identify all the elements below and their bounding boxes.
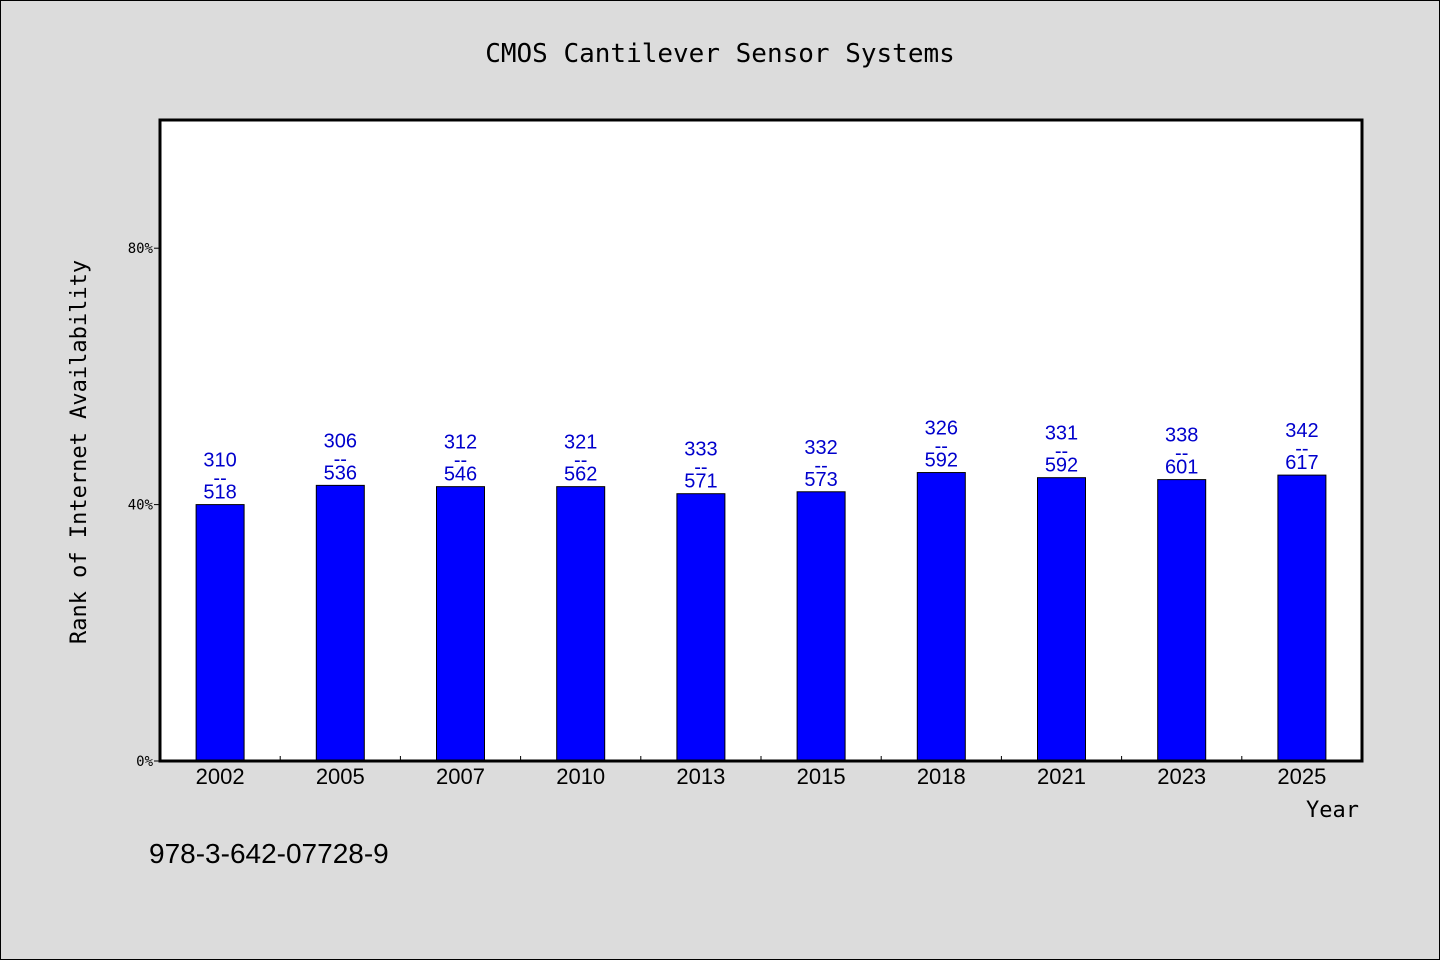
bar-label-top: 331 xyxy=(1045,423,1078,445)
bar-2005 xyxy=(315,484,365,762)
x-tick-label: 2013 xyxy=(676,764,725,789)
bar-label-top: 321 xyxy=(564,432,597,454)
bar-label-bottom: 573 xyxy=(804,469,837,491)
chart-title: CMOS Cantilever Sensor Systems xyxy=(485,39,955,69)
bar-label-top: 342 xyxy=(1285,420,1318,442)
x-tick-label: 2005 xyxy=(316,764,365,789)
bar-2021 xyxy=(1037,477,1086,762)
bar-label-separator: -- xyxy=(334,448,347,470)
y-tick-label: 80% xyxy=(128,241,154,257)
bar-label-bottom: 592 xyxy=(925,450,958,472)
bar-label-bottom: 592 xyxy=(1045,455,1078,477)
bar-2010 xyxy=(556,486,606,762)
y-tick-label: 40% xyxy=(128,498,154,514)
x-tick-label: 2021 xyxy=(1037,764,1086,789)
bar-label-separator: -- xyxy=(1295,438,1308,460)
bar-2023 xyxy=(1157,479,1207,762)
x-tick-label: 2007 xyxy=(436,764,485,789)
bar-2013 xyxy=(676,493,726,762)
isbn-text: 978-3-642-07728-9 xyxy=(149,838,389,869)
bar-2018 xyxy=(916,472,966,762)
bar-2025 xyxy=(1277,474,1327,762)
bar-label-top: 310 xyxy=(203,450,236,472)
bar-2007 xyxy=(436,486,485,762)
bar-label-bottom: 617 xyxy=(1285,452,1318,474)
bar-label-separator: -- xyxy=(213,468,226,490)
bar-label-bottom: 562 xyxy=(564,464,597,486)
bar-label-separator: -- xyxy=(1175,443,1188,465)
bar-label-bottom: 546 xyxy=(444,464,477,486)
bar-label-bottom: 601 xyxy=(1165,457,1198,479)
x-tick-label: 2025 xyxy=(1277,764,1326,789)
bar-label-separator: -- xyxy=(574,450,587,472)
bar-2015 xyxy=(796,491,846,762)
bar-label-separator: -- xyxy=(935,436,948,458)
bar-label-top: 338 xyxy=(1165,425,1198,447)
bar-label-separator: -- xyxy=(454,450,467,472)
x-tick-label: 2015 xyxy=(797,764,846,789)
bar-label-bottom: 571 xyxy=(684,471,717,493)
x-tick-label: 2018 xyxy=(917,764,966,789)
bar-label-separator: -- xyxy=(1055,441,1068,463)
bar-label-top: 306 xyxy=(324,430,357,452)
bar-label-separator: -- xyxy=(694,457,707,479)
x-tick-label: 2010 xyxy=(556,764,605,789)
bar-label-top: 326 xyxy=(925,418,958,440)
y-tick-label: 0% xyxy=(136,754,153,770)
bar-label-bottom: 536 xyxy=(324,462,357,484)
x-tick-label: 2002 xyxy=(196,764,245,789)
bar-2002 xyxy=(195,504,245,762)
bar-label-separator: -- xyxy=(814,455,827,477)
bar-label-top: 333 xyxy=(684,439,717,461)
plot-frame xyxy=(158,118,1364,763)
bar-label-top: 332 xyxy=(804,437,837,459)
x-axis-label: Year xyxy=(1306,798,1359,823)
bar-label-top: 312 xyxy=(444,432,477,454)
y-axis-label: Rank of Internet Availability xyxy=(67,260,92,644)
x-tick-label: 2023 xyxy=(1157,764,1206,789)
bar-label-bottom: 518 xyxy=(203,482,236,504)
